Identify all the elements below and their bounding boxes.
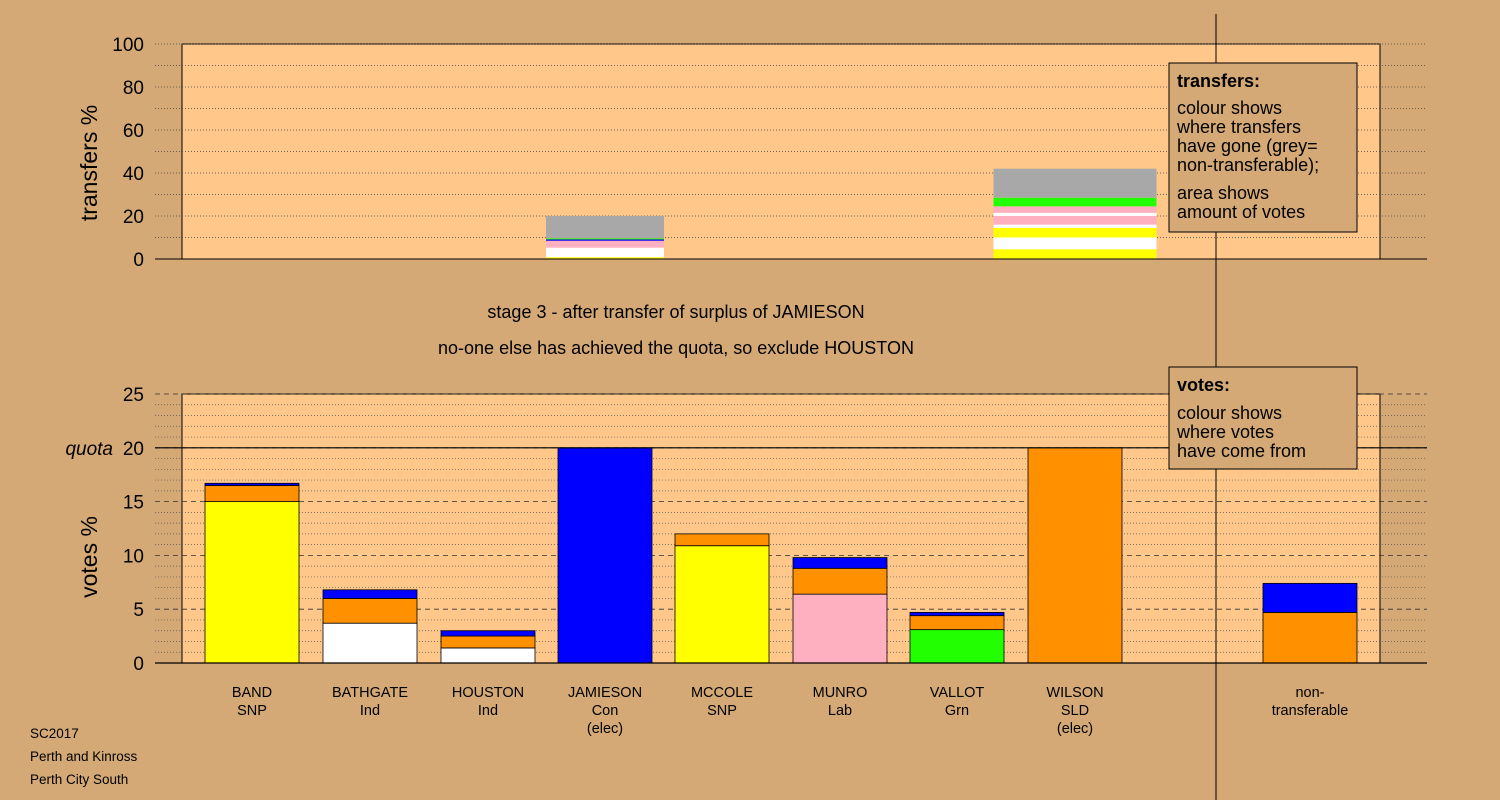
- vote-segment-band: [204, 485, 300, 502]
- category-note-label: (elec): [1057, 721, 1093, 737]
- transfers-y-tick-label: 40: [123, 164, 144, 185]
- vote-segment-houston: [440, 635, 536, 649]
- category-name-label: BATHGATE: [332, 685, 408, 701]
- votes-y-tick-label: 20: [123, 439, 144, 460]
- vote-segment-munro: [792, 593, 888, 664]
- stage-subtitle: no-one else has achieved the quota, so e…: [438, 338, 914, 358]
- category-party-label: Lab: [828, 703, 852, 719]
- transfer-segment-wilson: [993, 249, 1157, 259]
- transfer-segment-houston: [546, 238, 664, 240]
- vote-segment-munro: [792, 567, 888, 595]
- category-name-label: MCCOLE: [691, 685, 753, 701]
- vote-segment-mccole: [674, 533, 770, 547]
- footer-line: SC2017: [30, 726, 79, 741]
- category-party-label: Ind: [478, 703, 498, 719]
- category-party-label: SLD: [1061, 703, 1089, 719]
- transfer-segment-wilson: [993, 212, 1157, 216]
- vote-segment-wilson: [1027, 447, 1123, 664]
- legend-title: votes:: [1177, 375, 1230, 395]
- transfers-y-tick-label: 0: [133, 250, 144, 271]
- transfer-segment-wilson: [993, 197, 1157, 207]
- legend-box: [1168, 62, 1358, 233]
- transfers-y-tick-label: 100: [112, 35, 144, 56]
- category-name-label: VALLOT: [930, 685, 985, 701]
- legend-line: amount of votes: [1177, 202, 1305, 222]
- stage-title: stage 3 - after transfer of surplus of J…: [487, 302, 864, 322]
- vote-segment-vallot: [909, 615, 1005, 631]
- legend-line: where transfers: [1176, 117, 1301, 137]
- vote-segment-vallot: [909, 612, 1005, 617]
- vote-segment-houston: [440, 647, 536, 664]
- votes-y-axis-title: votes %: [76, 516, 102, 598]
- vote-segment-band: [204, 482, 300, 486]
- category-note-label: (elec): [587, 721, 623, 737]
- vote-segment-mccole: [674, 545, 770, 664]
- transfers-y-tick-label: 60: [123, 121, 144, 142]
- legend-line: where votes: [1176, 422, 1274, 442]
- transfer-segment-houston: [546, 216, 664, 239]
- footer-line: Perth City South: [30, 772, 128, 787]
- labels: 0 20 40 60 80 100 0 5 10 15 20 25 quota transfers % vo…: [30, 35, 1348, 787]
- category-party-label: SNP: [237, 703, 267, 719]
- vote-segment-bathgate: [322, 622, 418, 664]
- transfer-segment-houston: [546, 257, 664, 259]
- transfers-y-tick-label: 20: [123, 207, 144, 228]
- category-party-label: SNP: [707, 703, 737, 719]
- votes-y-tick-label: 5: [133, 600, 144, 621]
- legend-line: non-transferable);: [1177, 155, 1319, 175]
- bars: [204, 168, 1358, 664]
- vote-segment-vallot: [909, 629, 1005, 664]
- category-party-label: Ind: [360, 703, 380, 719]
- footer-line: Perth and Kinross: [30, 749, 138, 764]
- legend-line: have come from: [1177, 441, 1306, 461]
- category-party-label: transferable: [1272, 703, 1349, 719]
- transfer-segment-houston: [546, 239, 664, 241]
- votes-y-tick-label: 15: [123, 493, 144, 514]
- quota-label: quota: [65, 439, 113, 460]
- transfer-segment-wilson: [993, 206, 1157, 213]
- transfer-segment-houston: [546, 247, 664, 258]
- transfer-segment-wilson: [993, 237, 1157, 250]
- vote-segment-bathgate: [322, 598, 418, 624]
- legend-line: have gone (grey=: [1177, 136, 1318, 156]
- legend-line: area shows: [1177, 183, 1269, 203]
- legend-line: colour shows: [1177, 403, 1282, 423]
- category-name-label: non-: [1295, 685, 1324, 701]
- transfers-y-axis-title: transfers %: [76, 105, 102, 221]
- category-name-label: HOUSTON: [452, 685, 524, 701]
- transfer-segment-wilson: [993, 224, 1157, 228]
- votes-y-tick-label: 10: [123, 546, 144, 567]
- vote-segment-houston: [440, 630, 536, 637]
- vote-segment-non: [1262, 612, 1358, 664]
- legend-box: [1168, 366, 1358, 470]
- vote-segment-jamieson: [557, 447, 653, 664]
- transfer-segment-wilson: [993, 216, 1157, 225]
- category-name-label: MUNRO: [813, 685, 868, 701]
- transfer-segment-wilson: [993, 168, 1157, 198]
- transfer-segment-wilson: [993, 227, 1157, 238]
- vote-segment-non: [1262, 582, 1358, 613]
- vote-segment-munro: [792, 557, 888, 569]
- vote-segment-bathgate: [322, 589, 418, 599]
- category-party-label: Con: [592, 703, 619, 719]
- legend-line: colour shows: [1177, 98, 1282, 118]
- transfer-segment-houston: [546, 240, 664, 248]
- category-party-label: Grn: [945, 703, 969, 719]
- vote-segment-band: [204, 501, 300, 664]
- category-name-label: BAND: [232, 685, 272, 701]
- legend-title: transfers:: [1177, 71, 1260, 91]
- votes-y-tick-label: 25: [123, 385, 144, 406]
- transfers-y-tick-label: 80: [123, 78, 144, 99]
- category-name-label: WILSON: [1046, 685, 1103, 701]
- category-name-label: JAMIESON: [568, 685, 642, 701]
- votes-y-tick-label: 0: [133, 654, 144, 675]
